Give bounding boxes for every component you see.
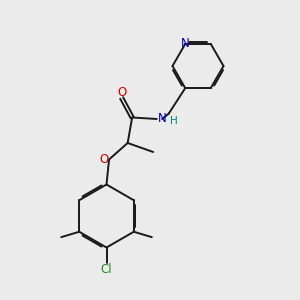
Text: O: O: [117, 86, 126, 99]
Text: Cl: Cl: [101, 262, 112, 276]
Text: N: N: [158, 112, 167, 125]
Text: N: N: [181, 38, 190, 50]
Text: O: O: [99, 153, 108, 166]
Text: H: H: [170, 116, 177, 126]
